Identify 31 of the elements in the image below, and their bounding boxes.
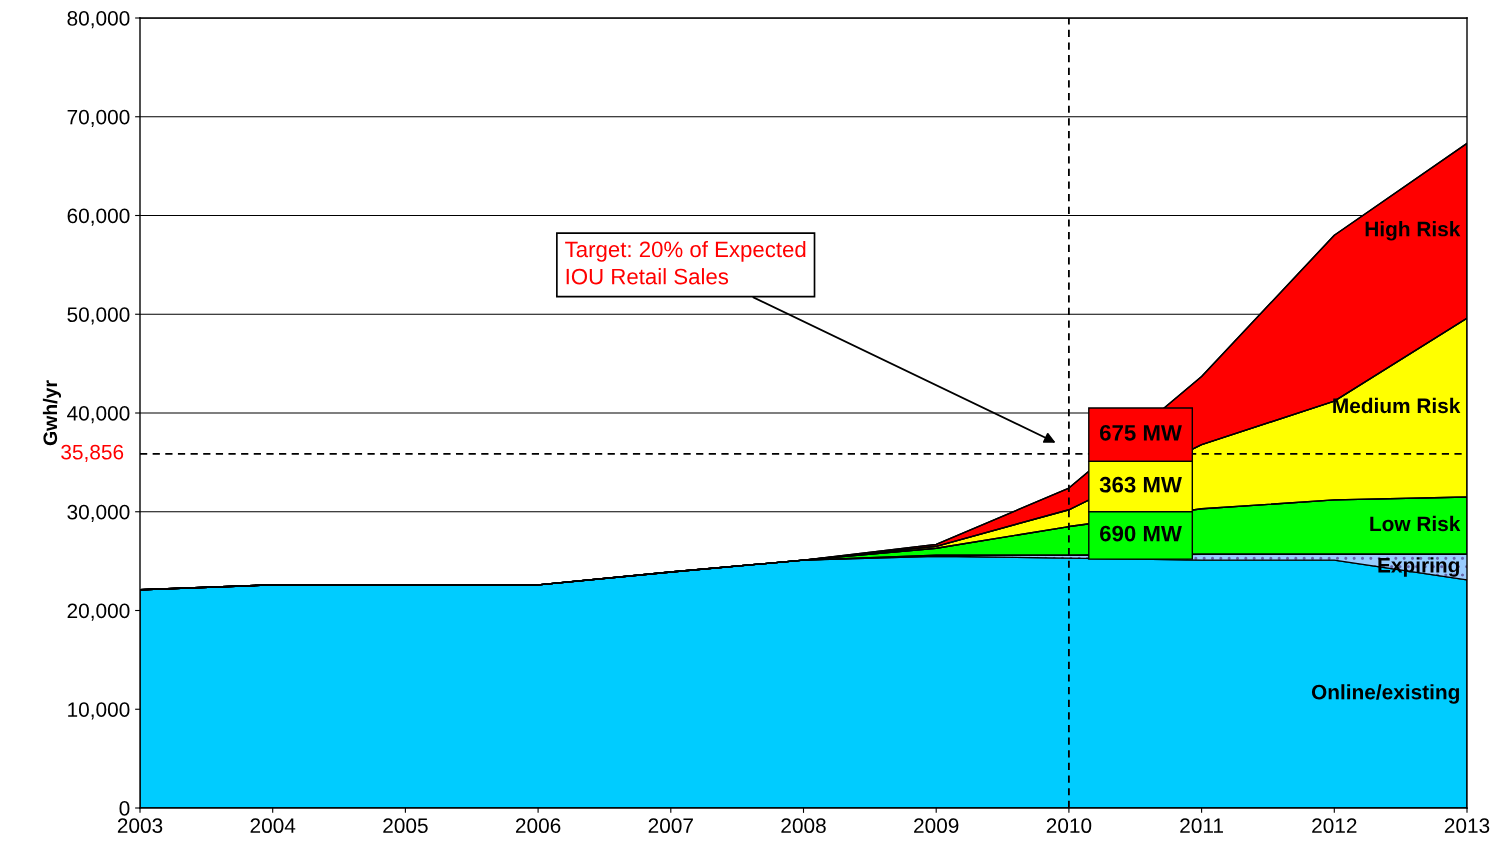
x-tick-label: 2008 — [781, 818, 826, 834]
series-label: Expiring — [1378, 557, 1459, 577]
series-label: Online/existing — [1311, 684, 1459, 704]
annotation: 675 MW — [1100, 424, 1182, 441]
annotation: 363 MW — [1099, 476, 1182, 493]
y-tick-label: 40,000 — [67, 406, 130, 424]
x-tick-label: 2012 — [1312, 818, 1357, 834]
y-tick-label: 0 — [119, 801, 130, 816]
y-tick-label: 60,000 — [67, 208, 130, 226]
x-tick-label: 2004 — [250, 818, 296, 834]
x-tick-label: 2005 — [383, 818, 428, 834]
y-tick-label: 70,000 — [67, 109, 130, 127]
series-label: Medium Risk — [1333, 397, 1461, 414]
x-tick-label: 2013 — [1444, 818, 1490, 834]
x-tick-label: 2007 — [648, 818, 693, 834]
y-tick-label: 50,000 — [67, 307, 130, 325]
annotation: 690 MW — [1100, 525, 1182, 542]
annotation: Target: 20% of Expected IOU Retail Sales — [565, 240, 806, 285]
x-tick-label: 2003 — [117, 818, 163, 834]
x-tick-label: 2011 — [1180, 818, 1223, 834]
y-tick-label: 10,000 — [68, 702, 130, 720]
x-tick-label: 2006 — [515, 818, 561, 834]
x-tick-label: 2009 — [914, 818, 959, 834]
ref-line-label: 35,856 — [61, 444, 124, 462]
y-axis-title: Gwh/yr — [42, 380, 62, 446]
y-tick-label: 20,000 — [67, 603, 130, 621]
y-tick-label: 30,000 — [67, 504, 130, 522]
series-label: Low Risk — [1370, 515, 1461, 532]
y-tick-label: 80,000 — [67, 11, 130, 29]
series-label: High Risk — [1365, 221, 1461, 241]
x-tick-label: 2010 — [1046, 818, 1092, 834]
